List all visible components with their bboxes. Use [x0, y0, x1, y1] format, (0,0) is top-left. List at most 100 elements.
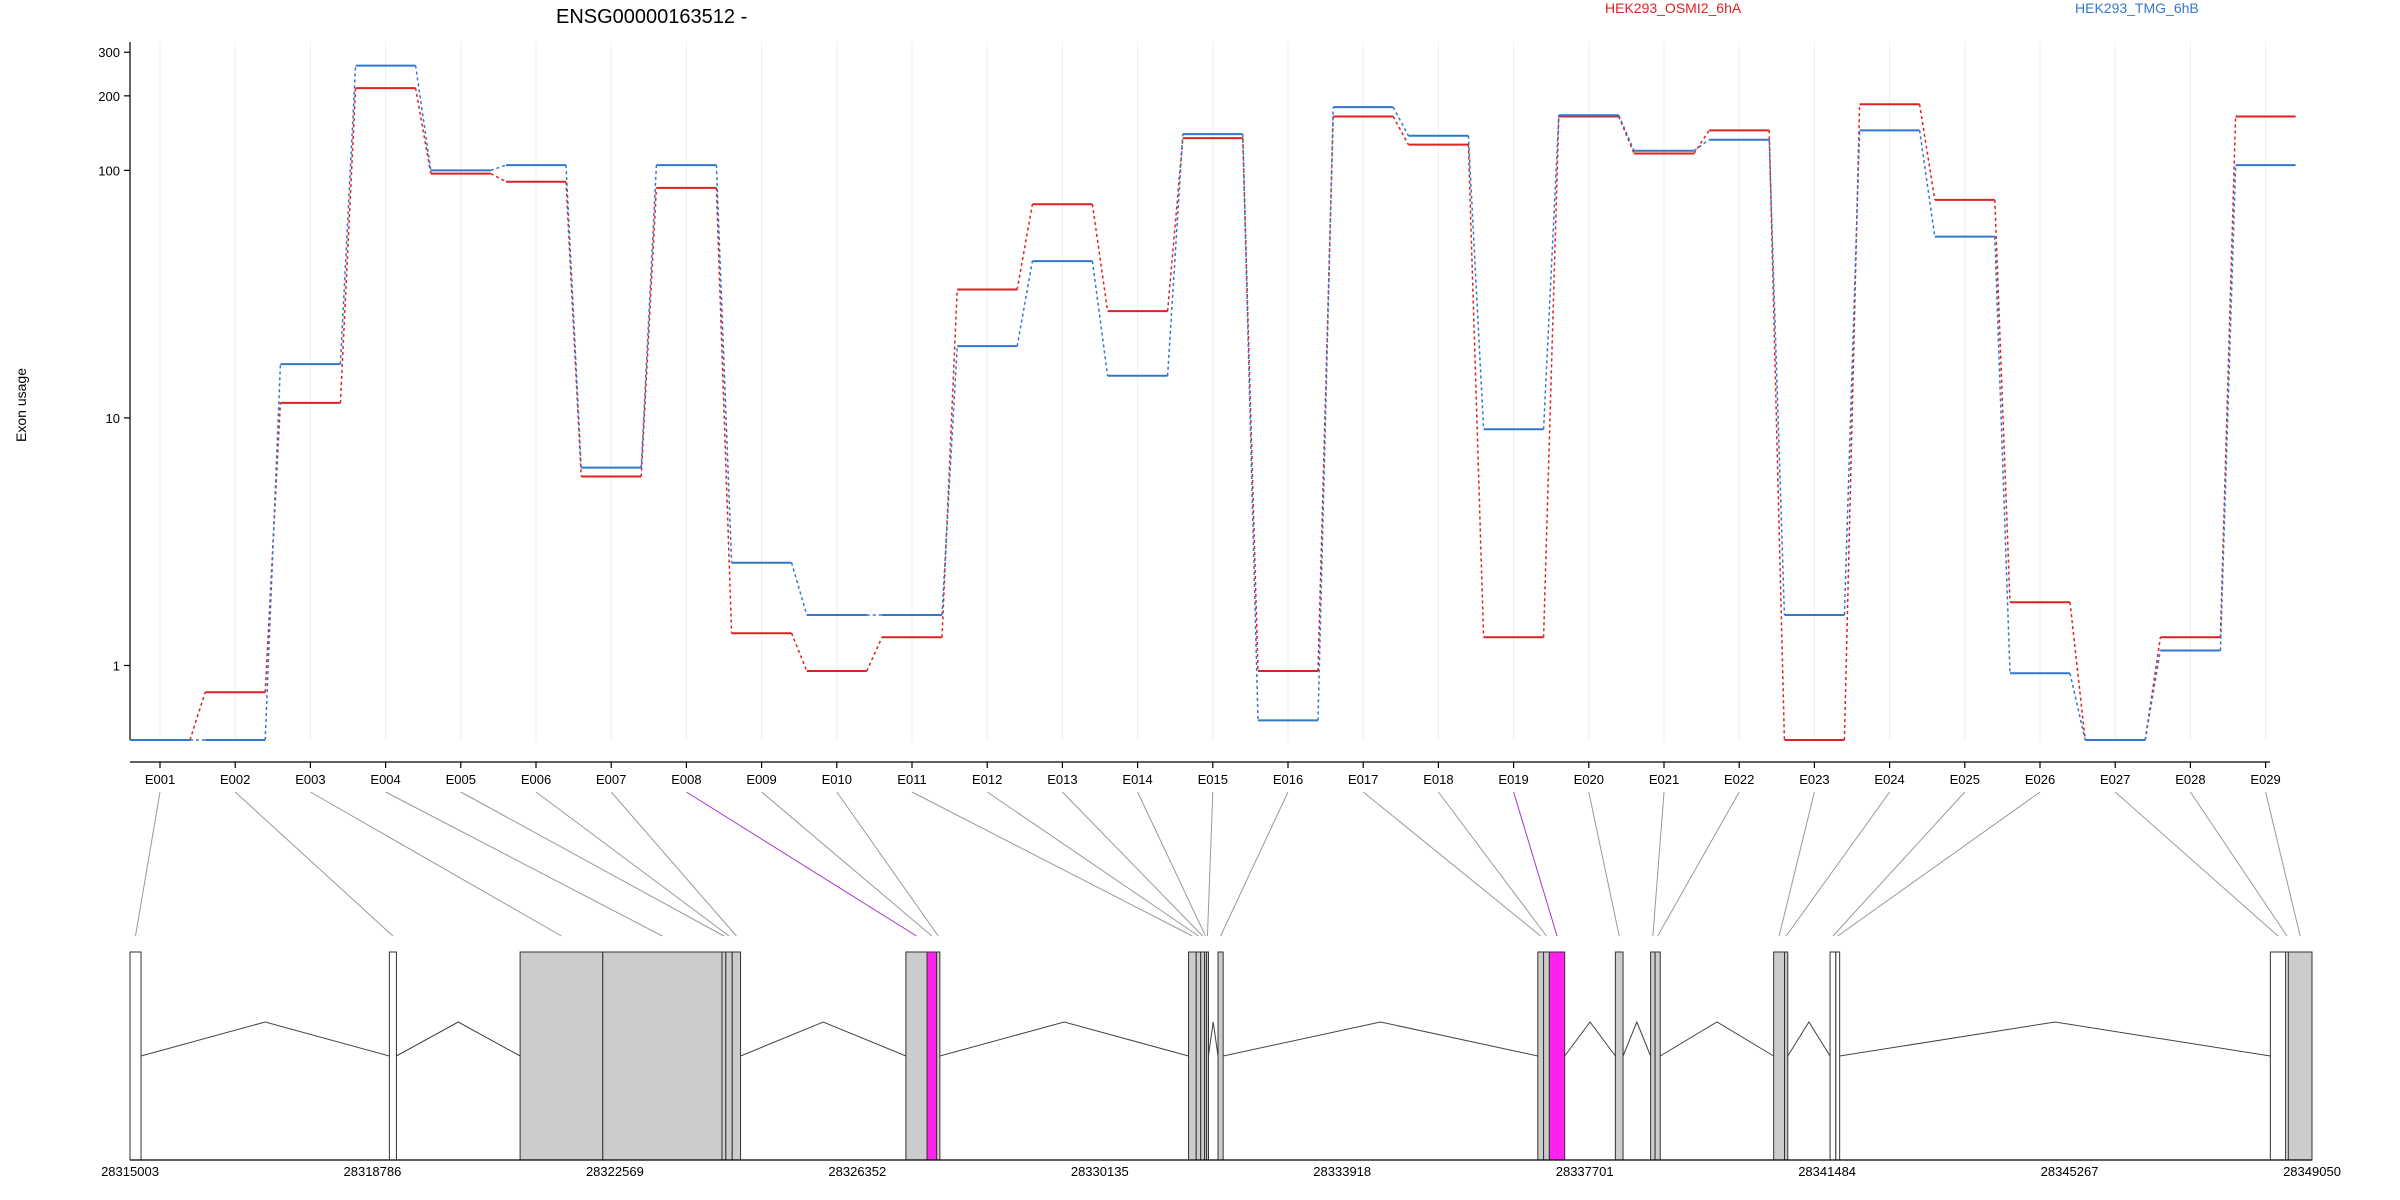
- x-tick-label: E006: [521, 772, 551, 787]
- x-tick-label: E013: [1047, 772, 1077, 787]
- coordinate-label: 28333918: [1313, 1164, 1371, 1179]
- series-connector: [1317, 107, 1334, 721]
- x-tick-label: E011: [897, 772, 926, 787]
- vertical-grid: [159, 42, 2267, 740]
- series-connector: [1091, 261, 1109, 376]
- exon-block: [2287, 951, 2313, 1161]
- exon-connector: [1137, 791, 1206, 937]
- coordinate-label: 28341484: [1798, 1164, 1856, 1179]
- exon-connector: [610, 791, 737, 937]
- exon-connector: [686, 791, 917, 937]
- series-connector: [339, 65, 357, 365]
- exon-block: [129, 951, 142, 1161]
- intron-line: [1839, 1021, 2271, 1057]
- plot-title: ENSG00000163512 -: [556, 6, 747, 28]
- exon-block: [1537, 951, 1545, 1161]
- series-connector: [2069, 673, 2086, 741]
- x-tick-label: E018: [1423, 772, 1453, 787]
- y-tick-label: 1: [113, 658, 120, 673]
- series-connector: [1542, 116, 1560, 638]
- exon-block: [2269, 951, 2287, 1161]
- x-tick-label: E027: [2100, 772, 2130, 787]
- series-connector: [1768, 139, 1786, 615]
- legend-entry-osmi2: HEK293_OSMI2_6hA: [1605, 0, 1742, 16]
- coordinate-label: 28322569: [586, 1164, 644, 1179]
- exon-connector: [535, 791, 730, 937]
- series-connector: [1994, 199, 2011, 603]
- intron-line: [1207, 1021, 1219, 1057]
- x-tick-label: E021: [1649, 772, 1679, 787]
- exon-block: [1829, 951, 1837, 1161]
- intron-line: [140, 1021, 390, 1057]
- series-0: [130, 87, 2296, 741]
- exon-connector: [1362, 791, 1542, 937]
- series-connector: [1467, 144, 1485, 638]
- x-tick-label: E029: [2250, 772, 2280, 787]
- series-connector: [2069, 602, 2086, 741]
- exon-connector: [385, 791, 663, 937]
- exon-block: [1784, 951, 1789, 1161]
- exon-connector: [1206, 791, 1214, 937]
- x-tick-label: E022: [1724, 772, 1754, 787]
- series-connector: [2219, 116, 2237, 638]
- y-axis-label: Exon usage: [13, 368, 29, 442]
- series-connector: [2219, 165, 2237, 651]
- series-connector: [490, 172, 507, 183]
- series-connector: [2144, 637, 2162, 741]
- y-tick-label: 100: [98, 163, 120, 178]
- intron-line: [1223, 1021, 1538, 1057]
- legend-entry-tmg: HEK293_TMG_6hB: [2075, 0, 2199, 16]
- series-connector: [1994, 236, 2011, 674]
- series-connector: [1768, 130, 1786, 741]
- exon-block: [388, 951, 397, 1161]
- exon-connector: [1778, 791, 1815, 937]
- exon-connector: [1657, 791, 1740, 937]
- series-connector: [1467, 135, 1485, 430]
- intron-line: [1622, 1020, 1652, 1057]
- x-tick-label: E005: [446, 772, 476, 787]
- exon-connector: [986, 791, 1199, 937]
- coordinate-label: 28349050: [2283, 1164, 2341, 1179]
- x-tick-label: E008: [671, 772, 701, 787]
- exon-connector: [2114, 791, 2279, 937]
- coordinate-label: 28330135: [1071, 1164, 1129, 1179]
- exon-connector: [1513, 791, 1558, 937]
- series-connector: [1242, 134, 1259, 721]
- series-connector: [414, 87, 432, 174]
- x-tick-label: E015: [1198, 772, 1228, 787]
- exon-block: [1205, 951, 1209, 1161]
- series-connector: [1091, 204, 1109, 312]
- exon-connector-lines: [135, 791, 2301, 937]
- series-connector: [1392, 116, 1410, 146]
- exon-connector: [761, 791, 933, 937]
- series-connector: [941, 346, 958, 615]
- series-connector: [565, 181, 582, 477]
- series-connector: [1016, 204, 1034, 290]
- x-tick-label: E026: [2025, 772, 2055, 787]
- x-tick-label: E019: [1498, 772, 1528, 787]
- series-connector: [414, 65, 432, 171]
- exon-block: [731, 951, 742, 1161]
- series-connector: [1693, 130, 1710, 154]
- exon-block: [1543, 951, 1550, 1161]
- exon-block: [1188, 951, 1197, 1161]
- exon-block: [721, 951, 727, 1161]
- x-tick-label: E023: [1799, 772, 1829, 787]
- intron-line: [1787, 1021, 1831, 1057]
- exon-block: [926, 951, 938, 1161]
- coordinate-label: 28326352: [828, 1164, 886, 1179]
- intron-line: [1564, 1021, 1616, 1057]
- exon-connector: [234, 791, 394, 937]
- exon-connector: [911, 791, 1193, 937]
- x-tick-label: E016: [1273, 772, 1303, 787]
- exon-block: [936, 951, 941, 1161]
- exon-block: [1217, 951, 1224, 1161]
- coordinate-label: 28318786: [344, 1164, 402, 1179]
- x-tick-label: E028: [2175, 772, 2205, 787]
- series-connector: [941, 289, 958, 638]
- series-connector: [1166, 138, 1184, 312]
- genomic-coordinate-axis: 28315003 28318786 28322569 28326352 28330135…: [101, 1159, 2341, 1179]
- exon-block: [1650, 951, 1656, 1161]
- exon-block: [905, 951, 928, 1161]
